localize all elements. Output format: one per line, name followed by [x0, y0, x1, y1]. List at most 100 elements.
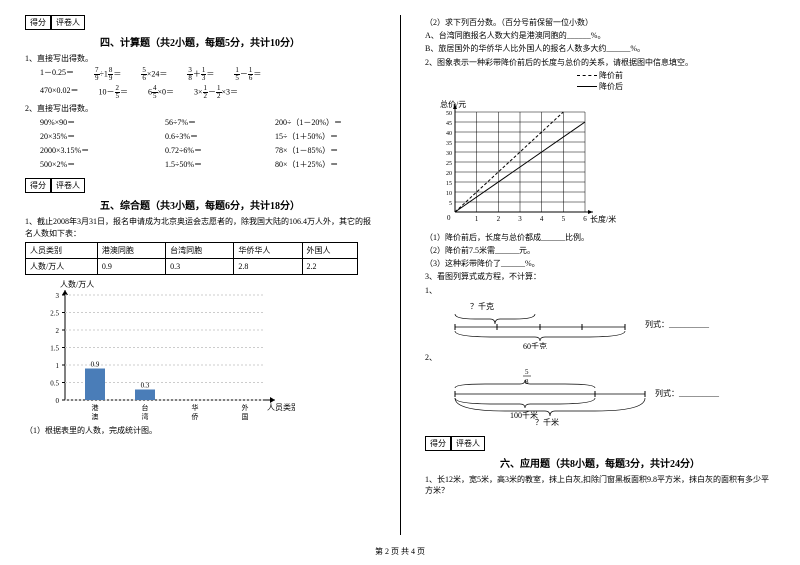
bar-chart: 人数/万人人员类别00.511.522.530.9港澳同胞0.3台湾同胞华侨华人… [25, 280, 375, 420]
section-4-title: 四、计算题（共2小题，每题5分，共计10分） [25, 34, 375, 49]
calc-item: 15－16＝ [234, 67, 261, 82]
calc-item: 78×（1－85%）＝ [275, 145, 338, 156]
score-box-4: 得分 评卷人 [25, 15, 375, 30]
svg-text:5: 5 [525, 368, 529, 376]
r-sub1: （1）降价前后，长度与总价都成______比例。 [425, 232, 775, 243]
q4-2: 2、直接写出得数。 [25, 103, 375, 114]
score-label: 得分 [425, 436, 451, 451]
svg-text:0.3: 0.3 [141, 381, 150, 389]
table-cell: 0.3 [166, 258, 234, 274]
section-5-title: 五、综合题（共3小题，每题6分，共计18分） [25, 197, 375, 212]
r-q3: 3、看图列算式或方程，不计算： [425, 271, 775, 282]
r-q3-1: 1、 [425, 285, 775, 296]
r-q2main: 2、图象表示一种彩带降价前后的长度与总价的关系，请根据图中信息填空。 [425, 57, 775, 68]
reviewer-label: 评卷人 [451, 436, 485, 451]
svg-text:长度/米: 长度/米 [590, 214, 616, 224]
calc-row: 500×2%＝ 1.5÷50%＝ 80×（1＋25%）＝ [40, 159, 375, 170]
svg-text:侨: 侨 [192, 412, 199, 420]
svg-text:国: 国 [242, 413, 249, 420]
svg-text:20: 20 [446, 171, 452, 177]
score-label: 得分 [25, 178, 51, 193]
chart-legend: 降价前 降价后 [425, 70, 775, 92]
reviewer-label: 评卷人 [51, 15, 85, 30]
line-chart: 总价/元长度/米51015202530354045501234560 [425, 97, 775, 227]
svg-text:0.9: 0.9 [91, 360, 100, 368]
svg-text:40: 40 [446, 131, 452, 137]
calc-item: 470×0.02＝ [40, 85, 79, 100]
q6-1: 1、长12米，宽5米，高3米的教室，抹上白灰,扣除门窗黑板面积9.8平方米，抹白… [425, 474, 775, 496]
svg-text:10: 10 [446, 191, 452, 197]
svg-text:？千米: ？千米 [535, 417, 559, 426]
svg-text:1: 1 [475, 215, 479, 223]
calc-item: 10－25＝ [99, 85, 129, 100]
svg-text:台: 台 [142, 403, 149, 412]
calc-row: 2000×3.15%＝ 0.72÷6%＝ 78×（1－85%）＝ [40, 145, 375, 156]
bracket-diagram-1: ？千克 60千克 列式：__________ [445, 299, 775, 349]
svg-text:35: 35 [446, 141, 452, 147]
svg-text:澳: 澳 [92, 412, 99, 420]
calc-item: 1.5÷50%＝ [165, 159, 255, 170]
solid-line-icon [577, 86, 597, 87]
table-cell: 2.8 [234, 258, 302, 274]
q5-1b: （1）根据表里的人数，完成统计图。 [25, 425, 375, 436]
table-header: 华侨华人 [234, 242, 302, 258]
table-cell: 0.9 [97, 258, 165, 274]
calc-item: 3×12－12×3＝ [194, 85, 238, 100]
calc-row-1: 1－0.25＝ 79÷189＝ 56×24＝ 38＋13＝ 15－16＝ [40, 67, 375, 82]
svg-text:5: 5 [562, 215, 566, 223]
calc-item: 200÷（1－20%）＝ [275, 117, 342, 128]
r-q2: （2）求下列百分数。（百分号前保留一位小数） [425, 17, 775, 28]
svg-text:30: 30 [446, 151, 452, 157]
q4-1: 1、直接写出得数。 [25, 53, 375, 64]
svg-text:0: 0 [447, 214, 451, 222]
svg-text:人员类别: 人员类别 [267, 402, 295, 412]
formula-label: 列式：__________ [655, 388, 720, 398]
applicant-table: 人员类别港澳同胞台湾同胞华侨华人外国人 人数/万人0.90.32.82.2 [25, 242, 358, 275]
calc-item: 90%×90＝ [40, 117, 145, 128]
r-qB: B、旅居国外的华侨华人比外国人的报名人数多大约______%。 [425, 43, 775, 54]
svg-text:50: 50 [446, 111, 452, 117]
calc-item: 645×0＝ [148, 85, 174, 100]
bracket-bottom-label: 60千克 [523, 341, 547, 349]
svg-text:1.5: 1.5 [50, 344, 59, 352]
svg-text:0: 0 [56, 397, 60, 405]
svg-text:人数/万人: 人数/万人 [60, 280, 94, 289]
calc-item: 20×35%＝ [40, 131, 145, 142]
r-sub2: （2）降价前7.5米需______元。 [425, 245, 775, 256]
r-q3-2: 2、 [425, 352, 775, 363]
svg-text:1: 1 [56, 362, 60, 370]
table-header: 外国人 [302, 242, 357, 258]
svg-text:15: 15 [446, 181, 452, 187]
calc-row: 20×35%＝0.6÷3%＝15÷（1＋50%）＝ [40, 131, 375, 142]
svg-text:2: 2 [497, 215, 501, 223]
table-cell: 人数/万人 [26, 258, 98, 274]
svg-text:4: 4 [540, 215, 544, 223]
bracket-diagram-2: 5 8 100千米 ？千米 列式：__________ [445, 366, 775, 426]
table-header: 台湾同胞 [166, 242, 234, 258]
svg-text:华: 华 [192, 403, 199, 412]
q5-1: 1、截止2008年3月31日，报名申请成为北京奥运会志愿者的，除我国大陆的106… [25, 216, 375, 238]
dashed-line-icon [577, 75, 597, 76]
calc-item: 1－0.25＝ [40, 67, 74, 82]
calc-item: 0.6÷3%＝ [165, 131, 255, 142]
formula-label: 列式：__________ [645, 319, 710, 329]
r-qA: A、台湾同胞报名人数大约是港澳同胞的______%。 [425, 30, 775, 41]
svg-text:6: 6 [583, 215, 587, 223]
calc-item: 500×2%＝ [40, 159, 145, 170]
calc-item: 0.72÷6%＝ [165, 145, 255, 156]
calc-item: 56×24＝ [141, 67, 167, 82]
svg-text:45: 45 [446, 121, 452, 127]
svg-text:湾: 湾 [142, 412, 149, 420]
score-box-5: 得分 评卷人 [25, 178, 375, 193]
calc-item: 2000×3.15%＝ [40, 145, 145, 156]
calc-item: 56÷7%＝ [165, 117, 255, 128]
reviewer-label: 评卷人 [51, 178, 85, 193]
score-box-6: 得分 评卷人 [425, 436, 775, 451]
calc-item: 38＋13＝ [187, 67, 214, 82]
calc-item: 79÷189＝ [94, 67, 121, 82]
svg-text:3: 3 [56, 292, 60, 300]
calc-item: 80×（1＋25%）＝ [275, 159, 338, 170]
section-6-title: 六、应用题（共8小题，每题3分，共计24分） [425, 455, 775, 470]
page-footer: 第 2 页 共 4 页 [0, 546, 800, 557]
calc-row-2: 470×0.02＝ 10－25＝ 645×0＝ 3×12－12×3＝ [40, 85, 375, 100]
